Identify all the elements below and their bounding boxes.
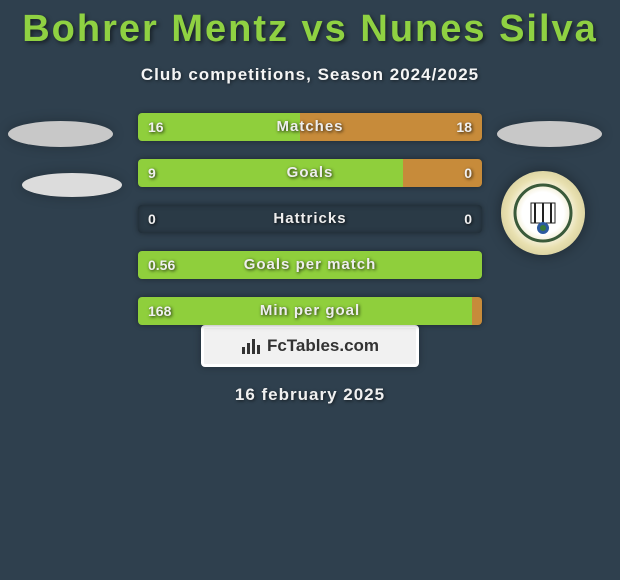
comparison-subtitle: Club competitions, Season 2024/2025: [0, 65, 620, 85]
right-value: 0: [464, 159, 472, 187]
snapshot-date: 16 february 2025: [0, 385, 620, 405]
left-value: 0: [148, 205, 156, 233]
stat-row-min-per-goal: Min per goal168: [138, 297, 482, 325]
stat-row-matches: Matches16 18: [138, 113, 482, 141]
stat-label: Hattricks: [138, 205, 482, 233]
left-value: 9: [148, 159, 156, 187]
stat-label: Goals: [138, 159, 482, 187]
left-value: 168: [148, 297, 171, 325]
right-value: 18: [456, 113, 472, 141]
stat-label: Goals per match: [138, 251, 482, 279]
stat-row-goals: Goals9 0: [138, 159, 482, 187]
left-value: 0.56: [148, 251, 175, 279]
stat-row-hattricks: Hattricks0 0: [138, 205, 482, 233]
stat-row-goals-per-match: Goals per match0.56: [138, 251, 482, 279]
right-value: 0: [464, 205, 472, 233]
team-crest-icon: [501, 171, 585, 255]
stat-label: Matches: [138, 113, 482, 141]
left-ellipse-1: [8, 121, 113, 147]
left-ellipse-2: [22, 173, 122, 197]
left-value: 16: [148, 113, 164, 141]
right-ellipse: [497, 121, 602, 147]
comparison-bars: Matches1618Goals90Hattricks00Goals per m…: [138, 113, 482, 343]
stat-label: Min per goal: [138, 297, 482, 325]
comparison-title: Bohrer Mentz vs Nunes Silva: [0, 0, 620, 51]
